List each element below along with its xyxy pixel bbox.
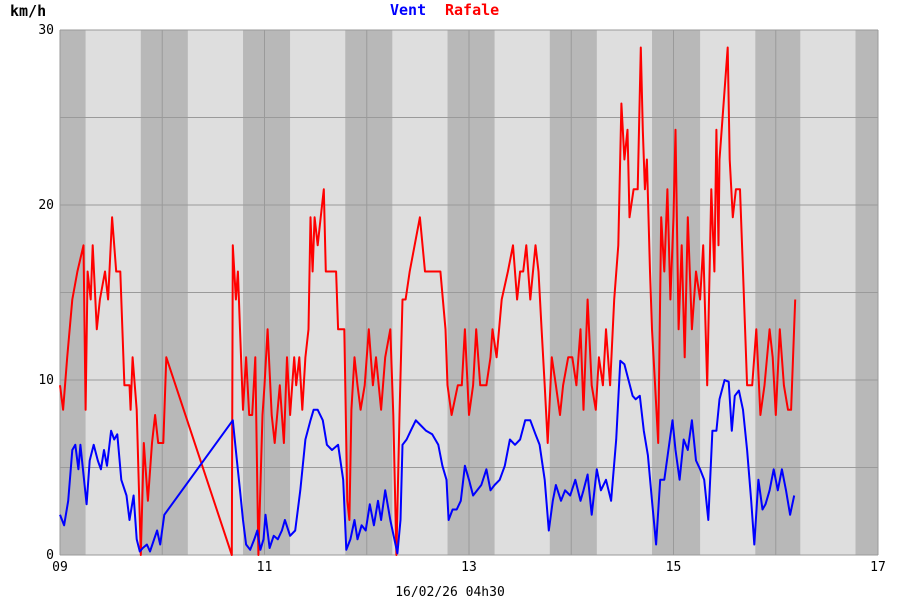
y-tick-label: 0: [46, 548, 54, 563]
x-tick-label: 15: [666, 560, 682, 575]
y-tick-label: 20: [38, 198, 54, 213]
x-tick-label: 09: [52, 560, 68, 575]
series-line-rafale: [59, 46, 797, 556]
legend-vent: Vent: [390, 1, 426, 19]
x-axis-label: 16/02/26 04h30: [395, 585, 505, 600]
y-tick-label: 30: [38, 23, 54, 38]
x-tick-label: 17: [870, 560, 886, 575]
x-tick-label: 13: [461, 560, 477, 575]
y-axis-unit-label: km/h: [10, 2, 46, 20]
legend-rafale: Rafale: [445, 1, 499, 19]
series-line-vent: [59, 359, 796, 555]
x-tick-label: 11: [257, 560, 273, 575]
y-tick-label: 10: [38, 373, 54, 388]
